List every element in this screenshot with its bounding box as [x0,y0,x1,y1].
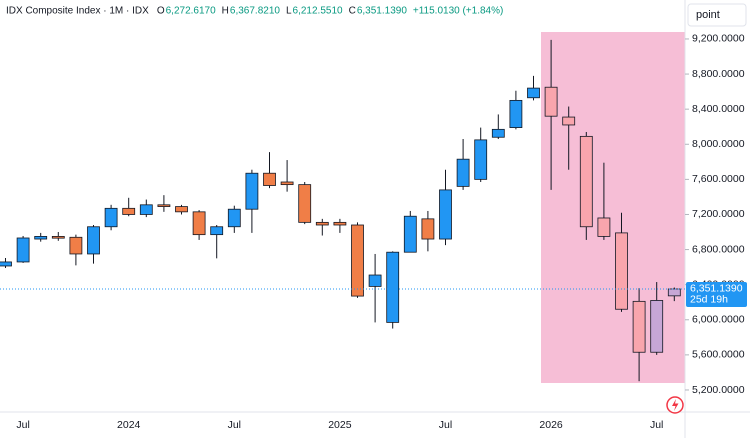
symbol-title: IDX Composite Index · 1M · IDX [6,6,149,17]
candle-body [491,128,505,138]
x-tick-label: Jul [16,419,29,431]
candle-body [474,139,488,180]
x-tick-label: 2026 [539,419,563,431]
candle-body [315,221,329,226]
ohlc-key: C [349,6,356,17]
x-tick-label: Jul [228,419,241,431]
price-label-box [686,281,747,307]
scale-button-label[interactable]: point [696,9,720,21]
candles [0,39,681,382]
ohlc-key: L [286,6,292,17]
x-tick-label: 2024 [117,419,141,431]
y-tick-label: 9,200.0000 [692,33,745,45]
ohlc-value: 6,367.8210 [230,6,280,17]
candle-body [157,204,171,207]
candle-body [263,172,276,186]
candle-body [227,208,241,228]
candle-body [615,232,628,310]
ohlc-value: 6,212.5510 [293,6,343,17]
candle-body [632,300,646,353]
candle-body [597,217,611,237]
candle-body [210,226,224,236]
candle-body [650,300,664,353]
alert-icon-bolt[interactable] [672,399,679,411]
candle-body [456,158,470,187]
y-tick-label: 6,000.0000 [692,314,745,326]
candle-body [0,261,12,267]
candle-body [34,236,48,240]
candle-body [579,135,593,228]
y-tick-label: 7,200.0000 [692,208,745,220]
highlight-zone [541,32,685,383]
y-tick-label: 8,000.0000 [692,138,745,150]
countdown-label: 25d 19h [690,294,728,306]
x-tick-label: 2025 [328,419,352,431]
alert-icon[interactable] [666,396,684,414]
ohlc-value: 6,351.1390 [357,6,407,17]
candle-body [527,87,540,99]
candle-body [351,224,364,297]
candle-body [139,204,153,215]
y-tick-label: 5,600.0000 [692,349,745,361]
candle-body [122,207,136,215]
candle-body [245,172,259,210]
x-tick-label: Jul [650,419,663,431]
candle-body [368,274,382,287]
candle-body [16,237,30,263]
header-bg [0,2,470,18]
candle-body [298,184,312,223]
candle-body [562,116,576,126]
candle-body [280,181,294,186]
candle-body [667,288,681,297]
candle-body [439,189,452,240]
price-label: 6,351.1390 [690,283,743,295]
candle-body [544,86,558,117]
y-tick-label: 7,600.0000 [692,173,745,185]
ohlc-key: H [222,6,229,17]
scale-button[interactable]: point [687,3,747,27]
candle-body [333,221,347,226]
candle-body [509,99,523,128]
y-tick-label: 8,400.0000 [692,103,745,115]
candle-body [386,251,400,323]
scale-button-box[interactable] [687,3,747,27]
candle-body [192,211,206,236]
candle-body [104,207,118,228]
y-tick-label: 5,200.0000 [692,384,745,396]
candle-body [175,206,188,213]
y-tick-label: 8,800.0000 [692,68,745,80]
ohlc-value: 6,272.6170 [166,6,216,17]
candle-body [421,218,435,240]
candle-body [403,215,417,253]
candle-body [87,226,100,255]
change-value: +115.0130 (+1.84%) [413,6,503,17]
candle-body [69,236,83,255]
candle-body [51,236,65,239]
ohlc-key: O [157,6,165,17]
y-tick-label: 6,800.0000 [692,243,745,255]
legend-header: IDX Composite Index · 1M · IDX O 6,272.61… [0,2,503,18]
axes: 5,200.00005,600.00006,000.00006,400.0000… [0,33,747,431]
x-tick-label: Jul [439,419,452,431]
